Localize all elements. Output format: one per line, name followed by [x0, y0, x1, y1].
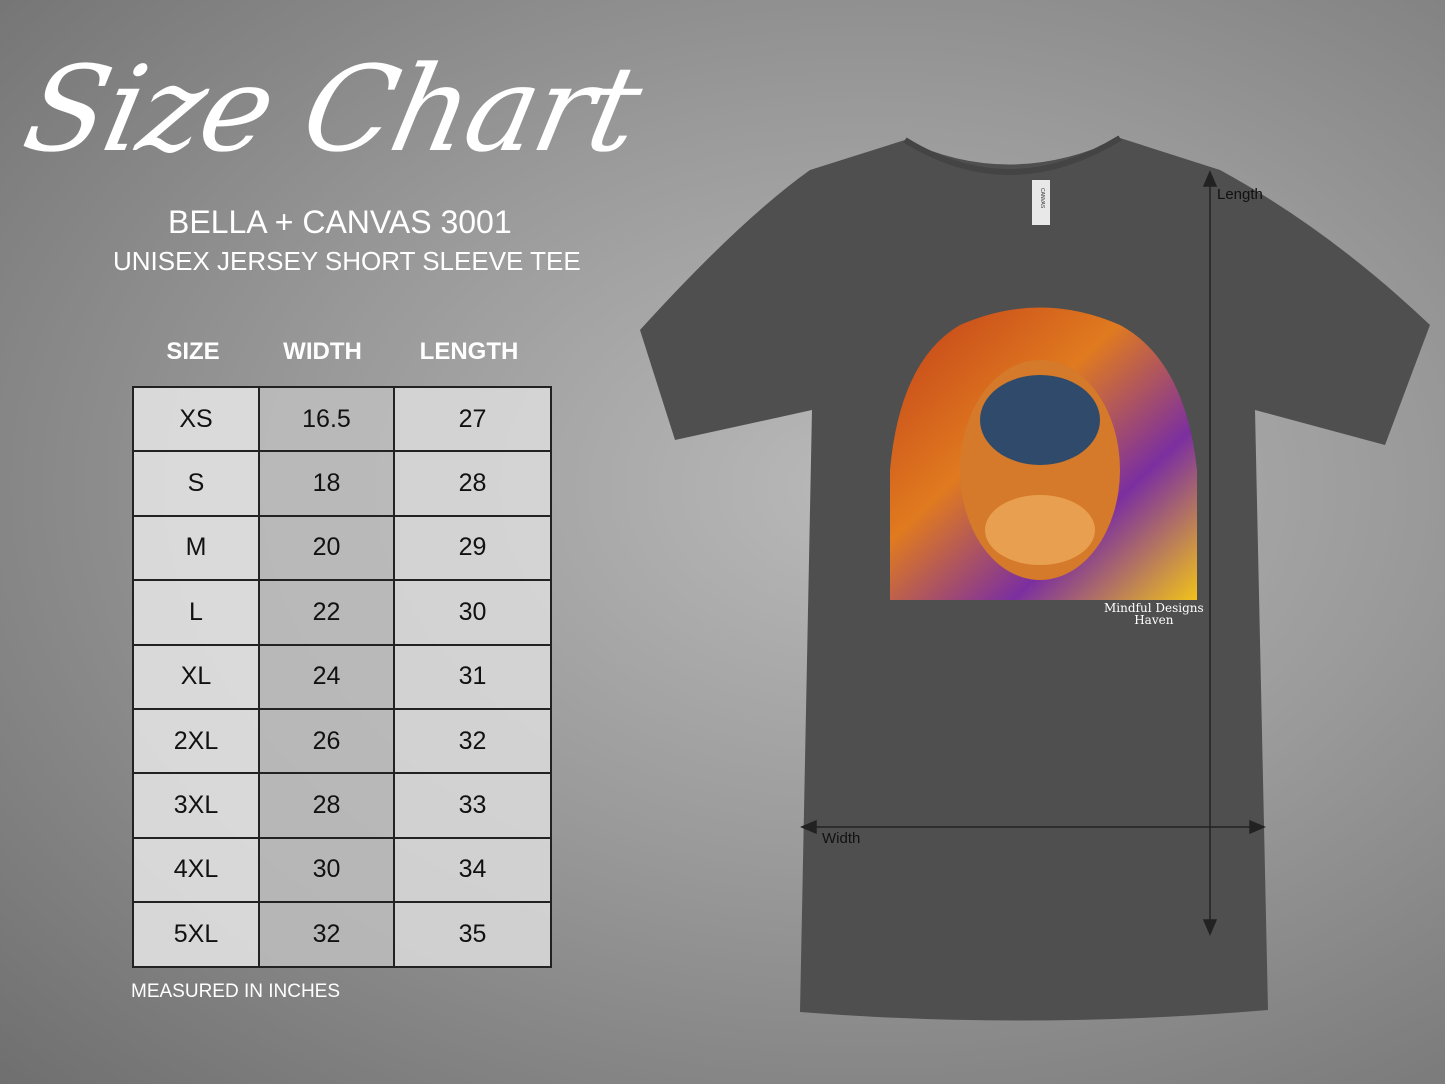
product-subtitle: UNISEX JERSEY SHORT SLEEVE TEE [113, 246, 581, 276]
width-cell: 30 [258, 836, 395, 904]
table-row: 5XL 32 35 [132, 901, 552, 968]
watermark-line2: Haven [1134, 613, 1174, 627]
length-cell: 29 [393, 514, 552, 582]
size-cell: XL [132, 643, 260, 710]
size-cell: M [132, 514, 260, 582]
table-row: L 22 30 [132, 579, 552, 646]
width-cell: 26 [258, 707, 395, 775]
length-cell: 31 [393, 643, 552, 710]
table-row: 2XL 26 32 [132, 707, 552, 775]
length-cell: 35 [393, 901, 552, 968]
width-cell: 32 [258, 901, 395, 968]
width-cell: 16.5 [258, 385, 395, 453]
header-size: SIZE [166, 338, 220, 365]
size-cell: L [132, 579, 260, 646]
watermark: Mindful Designs Haven [1104, 602, 1204, 626]
size-table: XS 16.5 27 S 18 28 M 20 29 L 22 30 XL 24 31 2XL 26 32 3XL 2… [132, 385, 552, 968]
width-cell: 28 [258, 772, 395, 839]
size-cell: 5XL [132, 901, 260, 968]
size-cell: 4XL [132, 836, 260, 904]
table-row: S 18 28 [132, 450, 552, 517]
brand-model: BELLA + CANVAS 3001 [168, 204, 512, 240]
length-cell: 32 [393, 707, 552, 775]
header-width: WIDTH [283, 338, 362, 365]
width-cell: 20 [258, 514, 395, 582]
watermark-line1: Mindful Designs [1104, 601, 1204, 615]
neck-tag [1032, 180, 1050, 225]
table-row: M 20 29 [132, 514, 552, 582]
size-cell: 3XL [132, 772, 260, 839]
width-cell: 18 [258, 450, 395, 517]
size-cell: 2XL [132, 707, 260, 775]
length-cell: 30 [393, 579, 552, 646]
table-row: XS 16.5 27 [132, 385, 552, 453]
width-cell: 22 [258, 579, 395, 646]
measurement-note: MEASURED IN INCHES [131, 981, 341, 1002]
table-row: 3XL 28 33 [132, 772, 552, 839]
length-cell: 27 [393, 385, 552, 453]
table-row: 4XL 30 34 [132, 836, 552, 904]
size-cell: XS [132, 385, 260, 453]
width-cell: 24 [258, 643, 395, 710]
width-label: Width [822, 830, 861, 847]
length-cell: 34 [393, 836, 552, 904]
length-label: Length [1217, 186, 1263, 203]
collar [903, 135, 1122, 175]
size-cell: S [132, 450, 260, 517]
length-cell: 28 [393, 450, 552, 517]
table-row: XL 24 31 [132, 643, 552, 710]
tag-text: CANVAS [1039, 188, 1045, 209]
header-length: LENGTH [419, 338, 519, 365]
length-cell: 33 [393, 772, 552, 839]
